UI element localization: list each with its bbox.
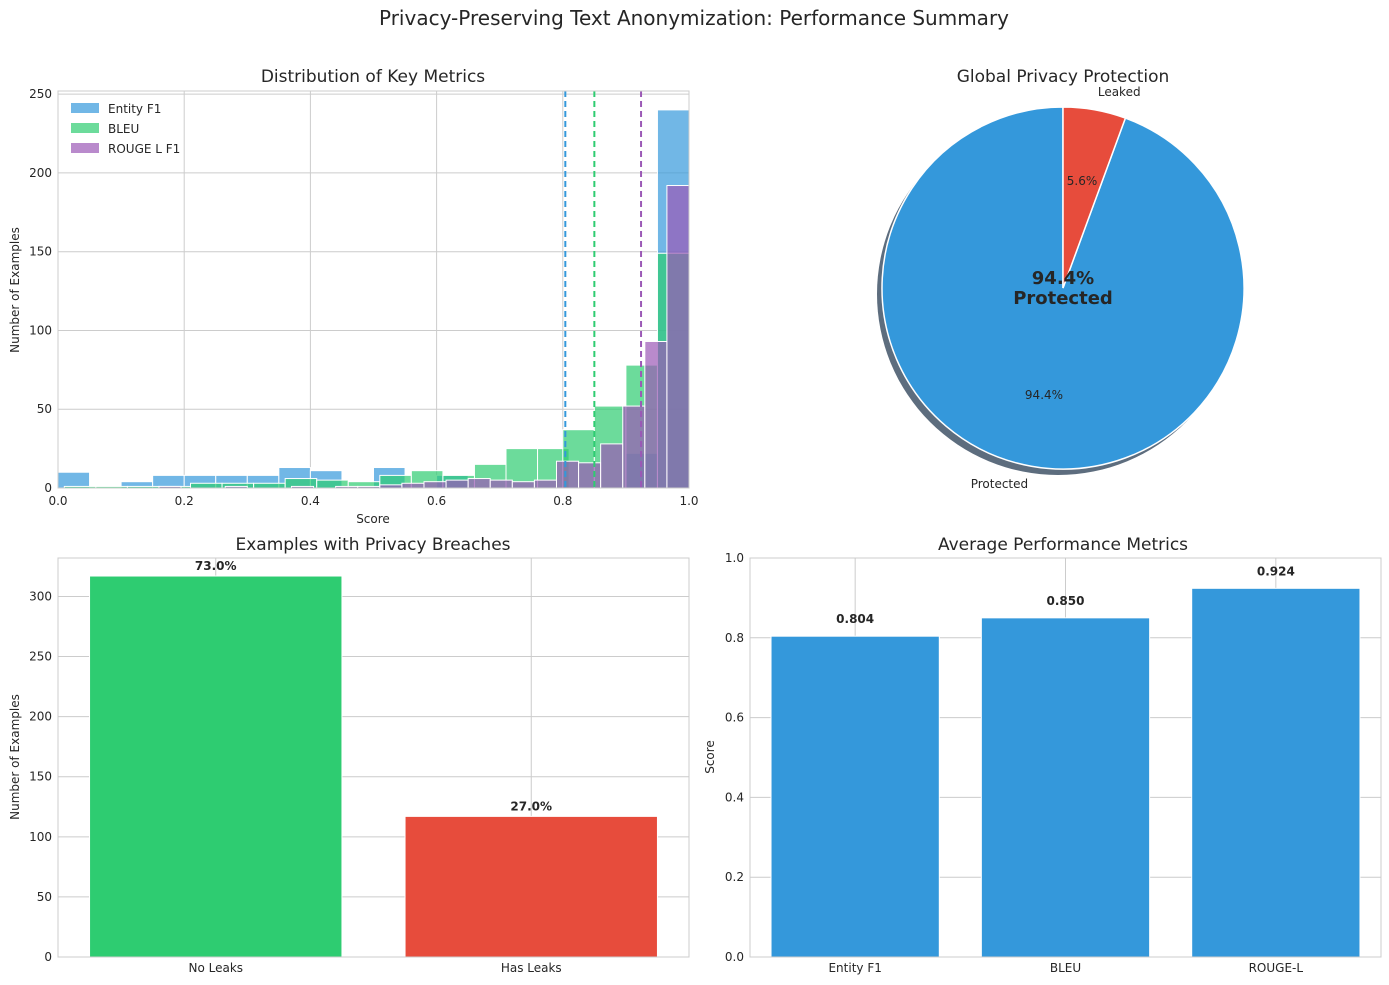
breach-x-tick-no-leaks: No Leaks xyxy=(188,961,243,975)
metrics-value-label-rouge-l: 0.924 xyxy=(1257,564,1295,578)
legend-swatch-entity-f1 xyxy=(71,103,99,113)
histogram-legend: Entity F1 BLEU ROUGE L F1 xyxy=(71,102,180,156)
histogram-bar-rouge xyxy=(467,478,491,489)
breach-title: Examples with Privacy Breaches xyxy=(235,535,510,555)
metrics-bar-panel: Average Performance Metrics 0.0 0.2 0.4 0.6… xyxy=(703,535,1382,975)
histogram-bar-rouge xyxy=(666,185,690,489)
histogram-bar-rouge xyxy=(600,443,624,489)
metrics-x-tick-bleu: BLEU xyxy=(1050,961,1081,975)
legend-label-rouge: ROUGE L F1 xyxy=(108,142,180,156)
breach-value-label-has-leaks: 27.0% xyxy=(510,799,552,813)
pie-center-value: 94.4% xyxy=(1032,268,1094,289)
breach-value-label-no-leaks: 73.0% xyxy=(195,559,237,573)
breach-y-tick: 100 xyxy=(29,830,52,844)
metrics-bar-bleu xyxy=(980,617,1151,958)
histogram-x-tick: 1.0 xyxy=(679,494,698,508)
histogram-bar-rouge xyxy=(511,481,535,489)
legend-swatch-rouge xyxy=(71,143,99,153)
histogram-bar-bleu xyxy=(190,482,223,489)
histogram-x-tick: 0.8 xyxy=(553,494,572,508)
histogram-x-tick: 0.2 xyxy=(175,494,194,508)
histogram-y-tick: 50 xyxy=(37,402,52,416)
breach-y-tick: 150 xyxy=(29,770,52,784)
figure-suptitle: Privacy-Preserving Text Anonymization: P… xyxy=(379,6,1009,30)
breach-y-tick: 250 xyxy=(29,650,52,664)
legend-swatch-bleu xyxy=(71,123,99,133)
metrics-y-tick: 1.0 xyxy=(725,551,744,565)
metrics-y-tick: 0.4 xyxy=(725,790,744,804)
histogram-bar-rouge xyxy=(533,479,557,489)
pie-pct-label-protected: 94.4% xyxy=(1025,388,1063,402)
histogram-bar-rouge xyxy=(445,479,469,489)
breach-bar-has-leaks xyxy=(404,815,658,958)
histogram-bar-rouge xyxy=(555,460,580,489)
histogram-bar-entity-f1 xyxy=(57,471,91,489)
pie-slice-leaked xyxy=(1062,106,1127,289)
histogram-bar-rouge xyxy=(423,481,447,489)
histogram-y-tick: 200 xyxy=(29,166,52,180)
metrics-y-tick: 0.2 xyxy=(725,870,744,884)
histogram-y-tick: 100 xyxy=(29,323,52,337)
breach-bar-no-leaks xyxy=(89,575,343,958)
breach-y-tick: 200 xyxy=(29,710,52,724)
histogram-ylabel: Number of Examples xyxy=(8,227,22,353)
histogram-y-tick: 250 xyxy=(29,87,52,101)
histogram-panel: Distribution of Key Metrics 0 50 100 150 200… xyxy=(8,67,699,526)
breach-bar-panel: Examples with Privacy Breaches 0 50 100 150… xyxy=(8,535,690,975)
metrics-bar-rouge-l xyxy=(1191,587,1361,958)
metrics-y-tick: 0.8 xyxy=(725,631,744,645)
breach-y-tick: 0 xyxy=(44,950,52,964)
breach-y-tick: 300 xyxy=(29,589,52,603)
legend-label-entity-f1: Entity F1 xyxy=(108,102,161,116)
pie-panel: Global Privacy Protection 94.4%Protected… xyxy=(877,67,1245,491)
histogram-y-tick: 0 xyxy=(44,481,52,495)
histogram-bar-bleu xyxy=(253,482,286,489)
histogram-x-tick: 0.6 xyxy=(427,494,446,508)
histogram-bar-rouge xyxy=(578,462,602,489)
breach-ylabel: Number of Examples xyxy=(8,694,22,820)
pie-center-caption: Protected xyxy=(1013,288,1113,309)
histogram-x-tick: 0.4 xyxy=(301,494,320,508)
metrics-y-tick: 0.0 xyxy=(725,950,744,964)
pie-pct-label-leaked: 5.6% xyxy=(1067,174,1098,188)
metrics-x-tick-rouge-l: ROUGE-L xyxy=(1249,961,1304,975)
histogram-title: Distribution of Key Metrics xyxy=(261,67,485,87)
metrics-x-tick-entity-f1: Entity F1 xyxy=(828,961,881,975)
histogram-y-tick: 150 xyxy=(29,245,52,259)
histogram-bar-rouge xyxy=(489,479,513,489)
breach-x-tick-has-leaks: Has Leaks xyxy=(501,961,562,975)
pie-label-protected: Protected xyxy=(971,477,1028,491)
histogram-xlabel: Score xyxy=(356,512,390,526)
metrics-value-label-bleu: 0.850 xyxy=(1047,594,1085,608)
histogram-bar-rouge xyxy=(401,482,425,489)
pie-title: Global Privacy Protection xyxy=(957,67,1170,87)
breach-y-tick: 50 xyxy=(37,890,52,904)
metrics-ylabel: Score xyxy=(703,740,717,774)
metrics-bar-entity-f1 xyxy=(770,635,940,958)
metrics-y-tick: 0.6 xyxy=(725,711,744,725)
metrics-title: Average Performance Metrics xyxy=(938,535,1188,555)
legend-label-bleu: BLEU xyxy=(108,122,139,136)
metrics-value-label-entity-f1: 0.804 xyxy=(836,612,874,626)
pie-label-leaked: Leaked xyxy=(1098,85,1141,99)
histogram-x-tick: 0.0 xyxy=(48,494,67,508)
histogram-bar-rouge xyxy=(644,340,668,489)
